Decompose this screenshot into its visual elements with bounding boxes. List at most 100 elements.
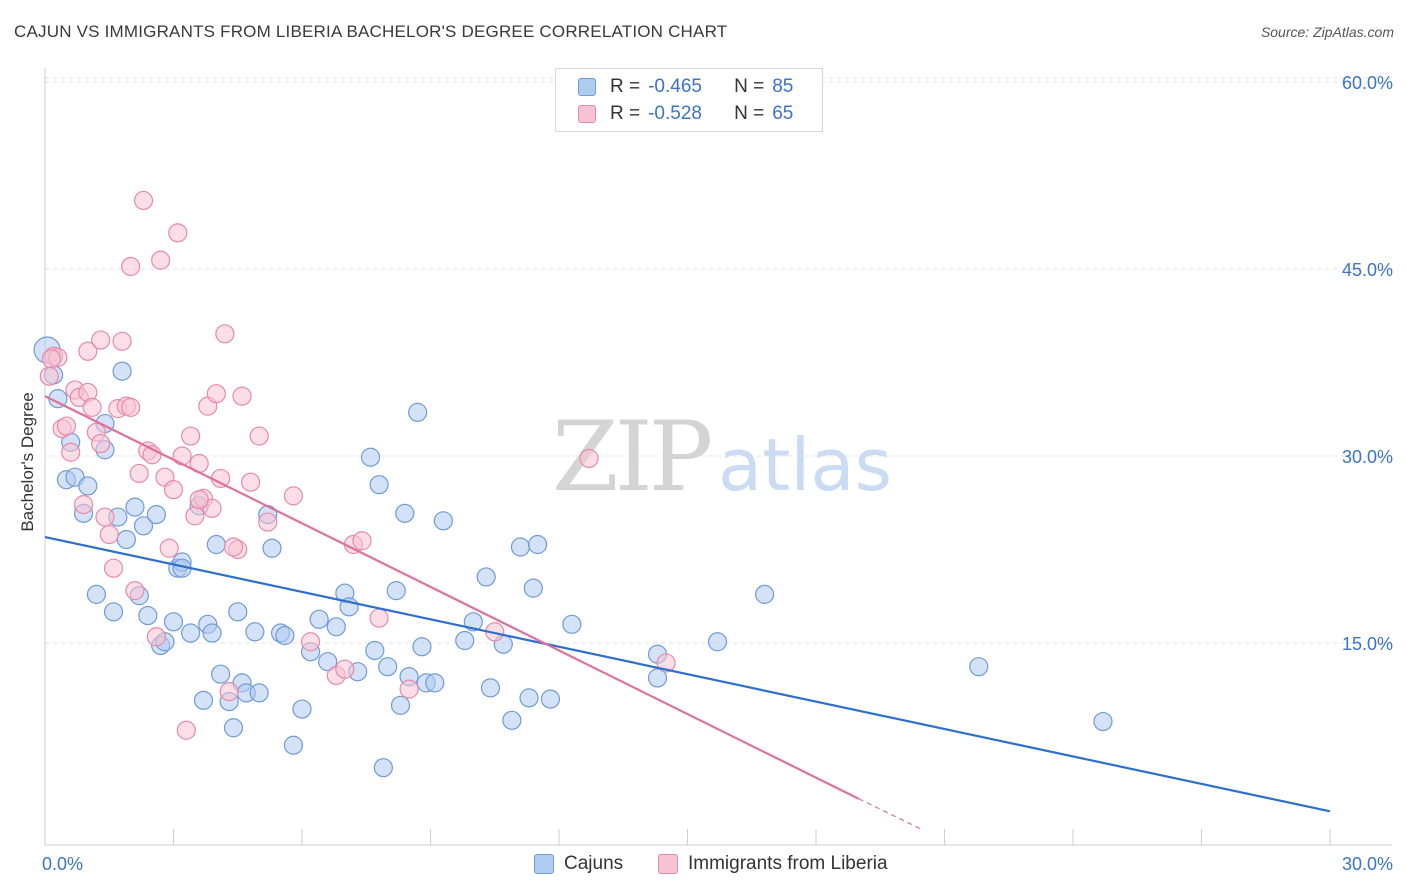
cajuns-point — [433, 511, 453, 531]
liberia-point — [82, 397, 102, 417]
y-tick-label: 30.0% — [1342, 447, 1393, 467]
cajuns-point — [373, 758, 393, 778]
liberia-point — [41, 349, 62, 369]
liberia-point — [189, 490, 209, 510]
liberia-point — [61, 442, 81, 462]
x-tick-label: 0.0% — [42, 854, 83, 874]
liberia-points — [39, 190, 676, 740]
liberia-point — [129, 463, 149, 484]
liberia-point — [91, 433, 111, 454]
cajuns-point — [463, 612, 483, 632]
liberia-point — [176, 720, 196, 740]
y-tick-label: 15.0% — [1342, 634, 1393, 654]
liberia-trend-line — [44, 395, 860, 800]
chart-title: CAJUN VS IMMIGRANTS FROM LIBERIA BACHELO… — [14, 22, 728, 41]
n-label: N = — [734, 103, 765, 124]
liberia-point — [121, 397, 141, 417]
cajuns-point — [969, 657, 989, 677]
liberia-point — [219, 682, 239, 702]
cajuns-point — [386, 581, 406, 601]
liberia-point — [172, 446, 192, 466]
r-label: R = — [610, 76, 641, 97]
cajuns-point — [275, 625, 295, 646]
cajuns-point — [86, 584, 107, 604]
cajuns-point — [395, 503, 415, 523]
tick-labels: 15.0% 30.0% 45.0% 60.0% 0.0% 30.0% — [42, 73, 1393, 874]
cajuns-point — [181, 623, 201, 643]
liberia-point — [206, 384, 226, 404]
cajuns-point — [1093, 711, 1113, 732]
liberia-trend-extension — [858, 798, 924, 831]
liberia-point — [335, 659, 355, 679]
liberia-point — [95, 507, 115, 527]
liberia-point — [146, 627, 166, 647]
cajuns-trend-line — [44, 535, 1331, 813]
liberia-point — [151, 250, 171, 270]
cajuns-point — [455, 630, 475, 651]
cajuns-point — [133, 516, 154, 536]
liberia-point — [223, 537, 244, 557]
n-label: N = — [734, 76, 765, 97]
liberia-point — [121, 256, 141, 277]
liberia-point — [656, 653, 676, 673]
cajuns-point — [116, 529, 136, 550]
cajuns-point — [562, 614, 582, 634]
cajuns-point — [480, 678, 501, 698]
cajuns-point — [249, 683, 269, 703]
bottom-legend-liberia: Immigrants from Liberia — [658, 852, 888, 876]
liberia-point — [369, 608, 389, 628]
cajuns-point — [425, 673, 445, 693]
liberia-point — [352, 531, 372, 551]
cajuns-point — [326, 617, 346, 637]
liberia-point — [241, 472, 261, 492]
legend-row-cajuns: R = -0.465 N = 85 — [578, 75, 793, 99]
liberia-point — [125, 581, 145, 601]
liberia-point — [232, 386, 252, 406]
cajuns-point — [754, 584, 775, 604]
cajuns-point — [309, 609, 329, 629]
liberia-point — [56, 416, 77, 436]
grid-lines — [45, 77, 1392, 644]
cajuns-point — [647, 668, 668, 688]
cajuns-point — [228, 602, 248, 622]
cajuns-point — [262, 538, 282, 558]
liberia-point — [39, 366, 59, 386]
source-label: Source: ZipAtlas.com — [1260, 24, 1394, 40]
liberia-point — [283, 486, 304, 506]
cajuns-point — [206, 534, 226, 555]
cajuns-point — [125, 497, 145, 517]
cajuns-point — [707, 632, 728, 652]
liberia-point — [73, 495, 94, 515]
cajuns-point — [378, 657, 398, 677]
cajuns-point — [540, 689, 561, 709]
n-value: 65 — [772, 103, 794, 124]
cajuns-point — [510, 537, 531, 557]
cajuns-point — [146, 504, 166, 525]
legend-label: Cajuns — [564, 853, 624, 874]
cajuns-point — [360, 447, 381, 467]
cajuns-point — [138, 605, 158, 626]
x-tick-label: 30.0% — [1342, 854, 1393, 874]
cajuns-point — [408, 402, 428, 422]
cajuns-point — [245, 622, 265, 642]
liberia-point — [91, 330, 111, 350]
cajuns-point — [369, 475, 389, 495]
cajuns-point — [283, 735, 304, 755]
liberia-point — [133, 190, 154, 211]
cajuns-swatch — [578, 78, 596, 96]
cajuns-point — [476, 567, 496, 587]
watermark: ZIP atlas — [552, 401, 892, 513]
legend-label: Immigrants from Liberia — [688, 853, 888, 874]
cajuns-point — [519, 688, 539, 708]
liberia-point — [99, 524, 119, 545]
cajuns-point — [523, 578, 543, 598]
cajuns-point — [193, 690, 214, 710]
watermark-zip: ZIP — [552, 401, 711, 513]
liberia-point — [258, 512, 278, 532]
cajuns-point — [318, 652, 338, 672]
cajuns-point — [292, 699, 312, 719]
cajuns-point — [78, 476, 98, 496]
cajuns-point — [502, 710, 522, 730]
liberia-point — [163, 480, 184, 500]
